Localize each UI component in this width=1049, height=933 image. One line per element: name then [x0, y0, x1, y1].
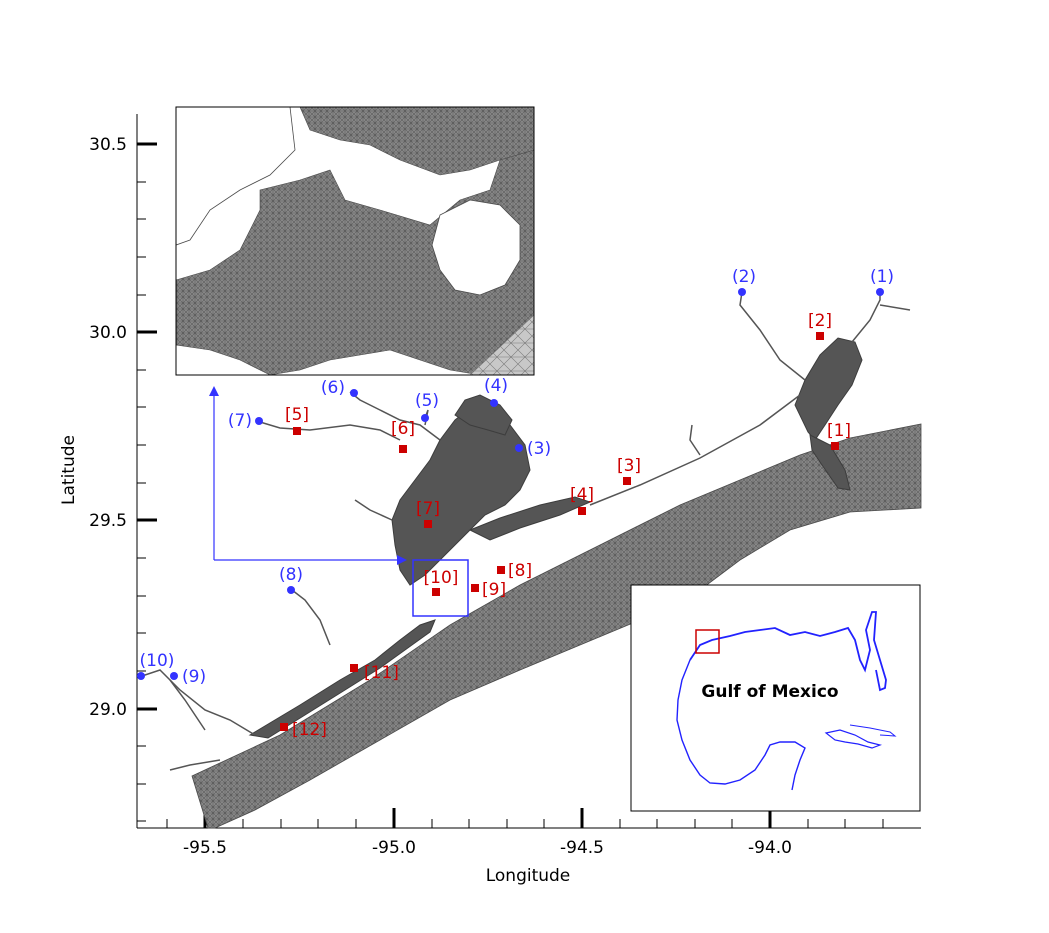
red-site-label: [2] [808, 311, 832, 331]
red-site-marker [816, 332, 824, 340]
y-tick-label: 30.0 [89, 323, 127, 343]
blue-site-marker [287, 586, 295, 594]
red-site-marker [293, 427, 301, 435]
y-axis-title: Latitude [59, 435, 79, 505]
blue-site-label: (8) [279, 565, 303, 585]
y-tick-label: 30.5 [89, 135, 127, 155]
red-site-marker [471, 584, 479, 592]
blue-site-label: (4) [484, 376, 508, 396]
red-site-marker [350, 664, 358, 672]
red-site-label: [4] [570, 485, 594, 505]
inset-land-island [431, 199, 521, 296]
blue-site-marker [137, 672, 145, 680]
red-site-marker [280, 723, 288, 731]
y-axis-ticks [137, 142, 157, 822]
offshore-mesh [191, 423, 922, 829]
cuba-coastline [824, 729, 883, 749]
red-site-label: [1] [827, 421, 851, 441]
red-site-marker [424, 520, 432, 528]
x-tick-label: -95.5 [183, 838, 227, 858]
red-site-label: [3] [617, 456, 641, 476]
trinity-bay-mesh [454, 394, 513, 436]
red-site-marker [623, 477, 631, 485]
mesh-detail-inset [175, 106, 535, 376]
red-site-label: [8] [508, 561, 532, 581]
y-tick-label: 29.0 [89, 700, 127, 720]
red-site-marker [578, 507, 586, 515]
blue-site-label: (6) [321, 378, 345, 398]
red-site-marker [399, 445, 407, 453]
galveston-bay-mesh [391, 407, 531, 586]
gulf-coastline [689, 611, 887, 692]
blue-site-marker [876, 288, 884, 296]
red-site-marker [432, 588, 440, 596]
red-markers [280, 332, 839, 731]
blue-site-label: (2) [732, 267, 756, 287]
x-tick-label: -94.5 [560, 838, 604, 858]
cuba-east-coastline [849, 724, 897, 737]
gulf-of-mexico-label: Gulf of Mexico [701, 682, 838, 702]
blue-site-marker [255, 417, 263, 425]
red-site-label: [11] [364, 663, 399, 683]
blue-site-label: (9) [182, 667, 206, 687]
red-site-marker [831, 442, 839, 450]
west-bay-mesh [248, 619, 436, 739]
blue-site-label: (1) [870, 267, 894, 287]
red-site-marker [497, 566, 505, 574]
inset-land-west [175, 106, 296, 246]
red-site-label: [5] [285, 405, 309, 425]
red-site-label: [10] [424, 568, 459, 588]
east-bay-mesh [468, 496, 592, 541]
blue-site-marker [170, 672, 178, 680]
rivers [141, 291, 911, 771]
x-tick-label: -94.0 [748, 838, 792, 858]
blue-site-marker [738, 288, 746, 296]
blue-markers [137, 288, 884, 680]
blue-site-marker [350, 389, 358, 397]
blue-site-marker [421, 414, 429, 422]
red-site-label: [6] [391, 419, 415, 439]
blue-site-label: (3) [527, 439, 551, 459]
x-tick-label: -95.0 [372, 838, 416, 858]
red-site-label: [12] [292, 720, 327, 740]
blue-site-label: (10) [140, 651, 175, 671]
blue-site-label: (7) [228, 411, 252, 431]
gulf-of-mexico-inset: Gulf of Mexico [630, 584, 921, 812]
red-site-label: [9] [482, 580, 506, 600]
x-axis-title: Longitude [486, 866, 571, 886]
zoom-region-box [412, 559, 469, 617]
blue-site-marker [490, 399, 498, 407]
gulf-coastline-west [676, 659, 806, 791]
y-tick-label: 29.5 [89, 511, 127, 531]
blue-site-marker [515, 444, 523, 452]
study-area-box [695, 629, 720, 654]
red-site-label: [7] [416, 499, 440, 519]
blue-site-label: (5) [415, 391, 439, 411]
